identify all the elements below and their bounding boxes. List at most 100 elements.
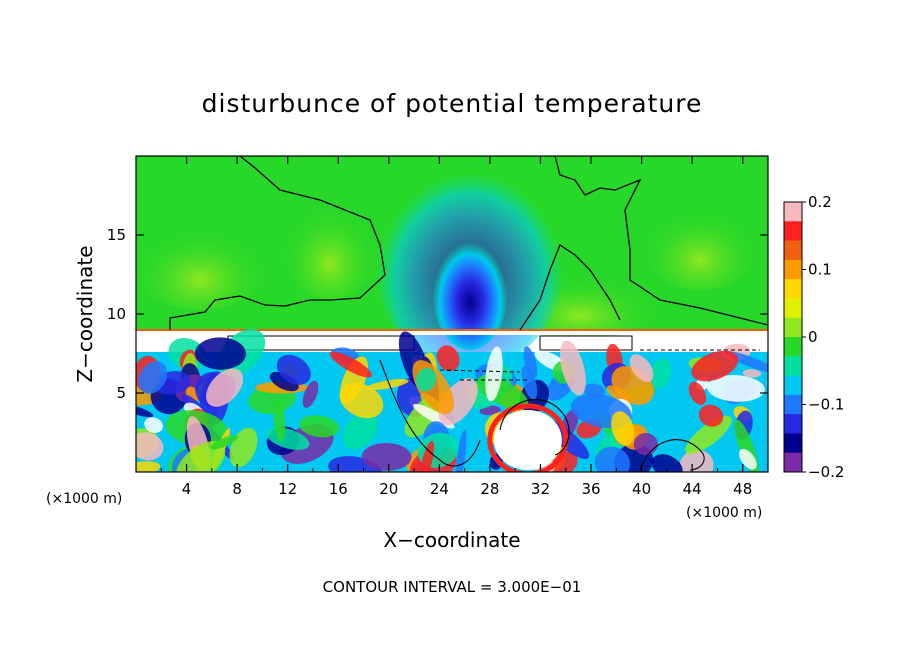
contour-zero-upper bbox=[169, 156, 386, 330]
eddy bbox=[195, 337, 246, 370]
x-tick-label: 4 bbox=[182, 480, 192, 498]
eddy bbox=[651, 454, 683, 472]
warm-patch-far-right bbox=[640, 190, 760, 290]
colorbar-swatch bbox=[784, 298, 802, 319]
eddy bbox=[559, 340, 586, 396]
contour-interval-note: CONTOUR INTERVAL = 3.000E−01 bbox=[323, 578, 582, 596]
cold-plume-core bbox=[432, 230, 508, 350]
eddy bbox=[485, 346, 503, 402]
eddy bbox=[206, 368, 244, 407]
x-tick-label: 32 bbox=[531, 480, 550, 498]
eddy bbox=[679, 449, 714, 472]
colorbar-tick-label: 0 bbox=[808, 328, 818, 346]
eddy bbox=[742, 369, 762, 378]
eddy bbox=[611, 411, 635, 446]
eddy bbox=[606, 385, 631, 403]
eddy bbox=[329, 351, 372, 378]
eddy bbox=[688, 381, 707, 405]
colorbar-swatch bbox=[784, 202, 802, 222]
contour-plume-left bbox=[519, 244, 621, 331]
eddy bbox=[176, 441, 226, 472]
colorbar-tick-label: −0.1 bbox=[808, 396, 844, 414]
x-axis-label: X−coordinate bbox=[383, 528, 520, 552]
x-axis-ticks: 4 8 12 16 20 24 28 32 36 40 44 48 bbox=[160, 156, 752, 498]
eddy bbox=[739, 448, 757, 470]
colorbar-swatch bbox=[784, 317, 802, 338]
eddy bbox=[339, 382, 384, 419]
x-tick-label: 48 bbox=[733, 480, 752, 498]
eddy bbox=[454, 429, 467, 472]
chart-title: disturbunce of potential temperature bbox=[202, 89, 703, 118]
eddy bbox=[523, 346, 538, 379]
plot-area bbox=[136, 156, 768, 472]
eddy bbox=[299, 415, 340, 438]
x-tick-label: 28 bbox=[480, 480, 499, 498]
colorbar-swatch bbox=[784, 375, 802, 396]
colorbar-swatch bbox=[784, 452, 802, 473]
eddy bbox=[594, 446, 631, 472]
eddy bbox=[691, 350, 739, 382]
x-tick-label: 36 bbox=[581, 480, 600, 498]
eddy bbox=[650, 358, 671, 389]
contour-lower-1 bbox=[379, 359, 481, 467]
eddy bbox=[549, 451, 578, 472]
eddy bbox=[210, 434, 239, 450]
lower-layer-eddies bbox=[136, 328, 768, 472]
warm-core-rim bbox=[487, 403, 569, 472]
eddy bbox=[144, 417, 163, 433]
colorbar bbox=[783, 201, 803, 473]
x-tick-label: 24 bbox=[430, 480, 449, 498]
eddy bbox=[698, 404, 724, 427]
eddy bbox=[583, 383, 605, 398]
contour-lower-dash bbox=[439, 349, 760, 381]
eddy bbox=[273, 398, 286, 442]
eddy bbox=[366, 379, 409, 390]
colorbar-tick-label: 0.2 bbox=[808, 193, 832, 211]
x-tick-label: 8 bbox=[232, 480, 242, 498]
colorbar-swatch bbox=[784, 414, 802, 434]
eddy bbox=[136, 461, 161, 472]
y-tick-label: 15 bbox=[107, 226, 126, 244]
colorbar-swatch bbox=[784, 356, 802, 377]
colorbar-swatch bbox=[784, 221, 802, 242]
y-axis-label: Z−coordinate bbox=[73, 245, 97, 382]
colorbar-tick-label: −0.2 bbox=[808, 463, 844, 481]
eddy bbox=[724, 351, 768, 373]
colorbar-swatch bbox=[784, 337, 802, 357]
colorbar-ticks: 0.2 0.1 0 −0.1 −0.2 bbox=[802, 193, 844, 481]
contour-lower-2 bbox=[499, 399, 570, 456]
x-unit-left: (×1000 m) bbox=[46, 491, 122, 507]
colorbar-tick-label: 0.1 bbox=[808, 261, 832, 279]
eddy bbox=[707, 375, 765, 402]
eddy bbox=[436, 345, 460, 372]
x-tick-label: 12 bbox=[278, 480, 297, 498]
colorbar-swatch bbox=[784, 279, 802, 299]
colorbar-swatch bbox=[784, 433, 802, 454]
layer-interface bbox=[136, 329, 768, 335]
eddy bbox=[685, 415, 732, 455]
contour-lower-3 bbox=[639, 439, 705, 471]
contour-zero-upper-right bbox=[554, 156, 768, 326]
x-tick-label: 20 bbox=[379, 480, 398, 498]
eddy bbox=[361, 443, 412, 471]
warm-core bbox=[493, 410, 562, 470]
y-tick-label: 10 bbox=[107, 305, 126, 323]
eddy bbox=[276, 354, 311, 385]
eddy bbox=[521, 365, 538, 400]
eddy bbox=[342, 412, 378, 450]
eddy bbox=[415, 367, 437, 392]
y-tick-label: 5 bbox=[116, 384, 126, 402]
y-axis-ticks: 5 10 15 bbox=[107, 226, 768, 402]
x-tick-label: 16 bbox=[329, 480, 348, 498]
x-tick-label: 44 bbox=[683, 480, 702, 498]
eddy bbox=[136, 432, 164, 461]
colorbar-swatch bbox=[784, 240, 802, 261]
eddy bbox=[269, 371, 299, 392]
eddy bbox=[629, 354, 654, 382]
eddy bbox=[138, 361, 168, 394]
warm-patch-left bbox=[136, 210, 270, 310]
x-unit-right: (×1000 m) bbox=[686, 505, 762, 521]
x-tick-label: 40 bbox=[632, 480, 651, 498]
colorbar-swatch bbox=[784, 259, 802, 280]
